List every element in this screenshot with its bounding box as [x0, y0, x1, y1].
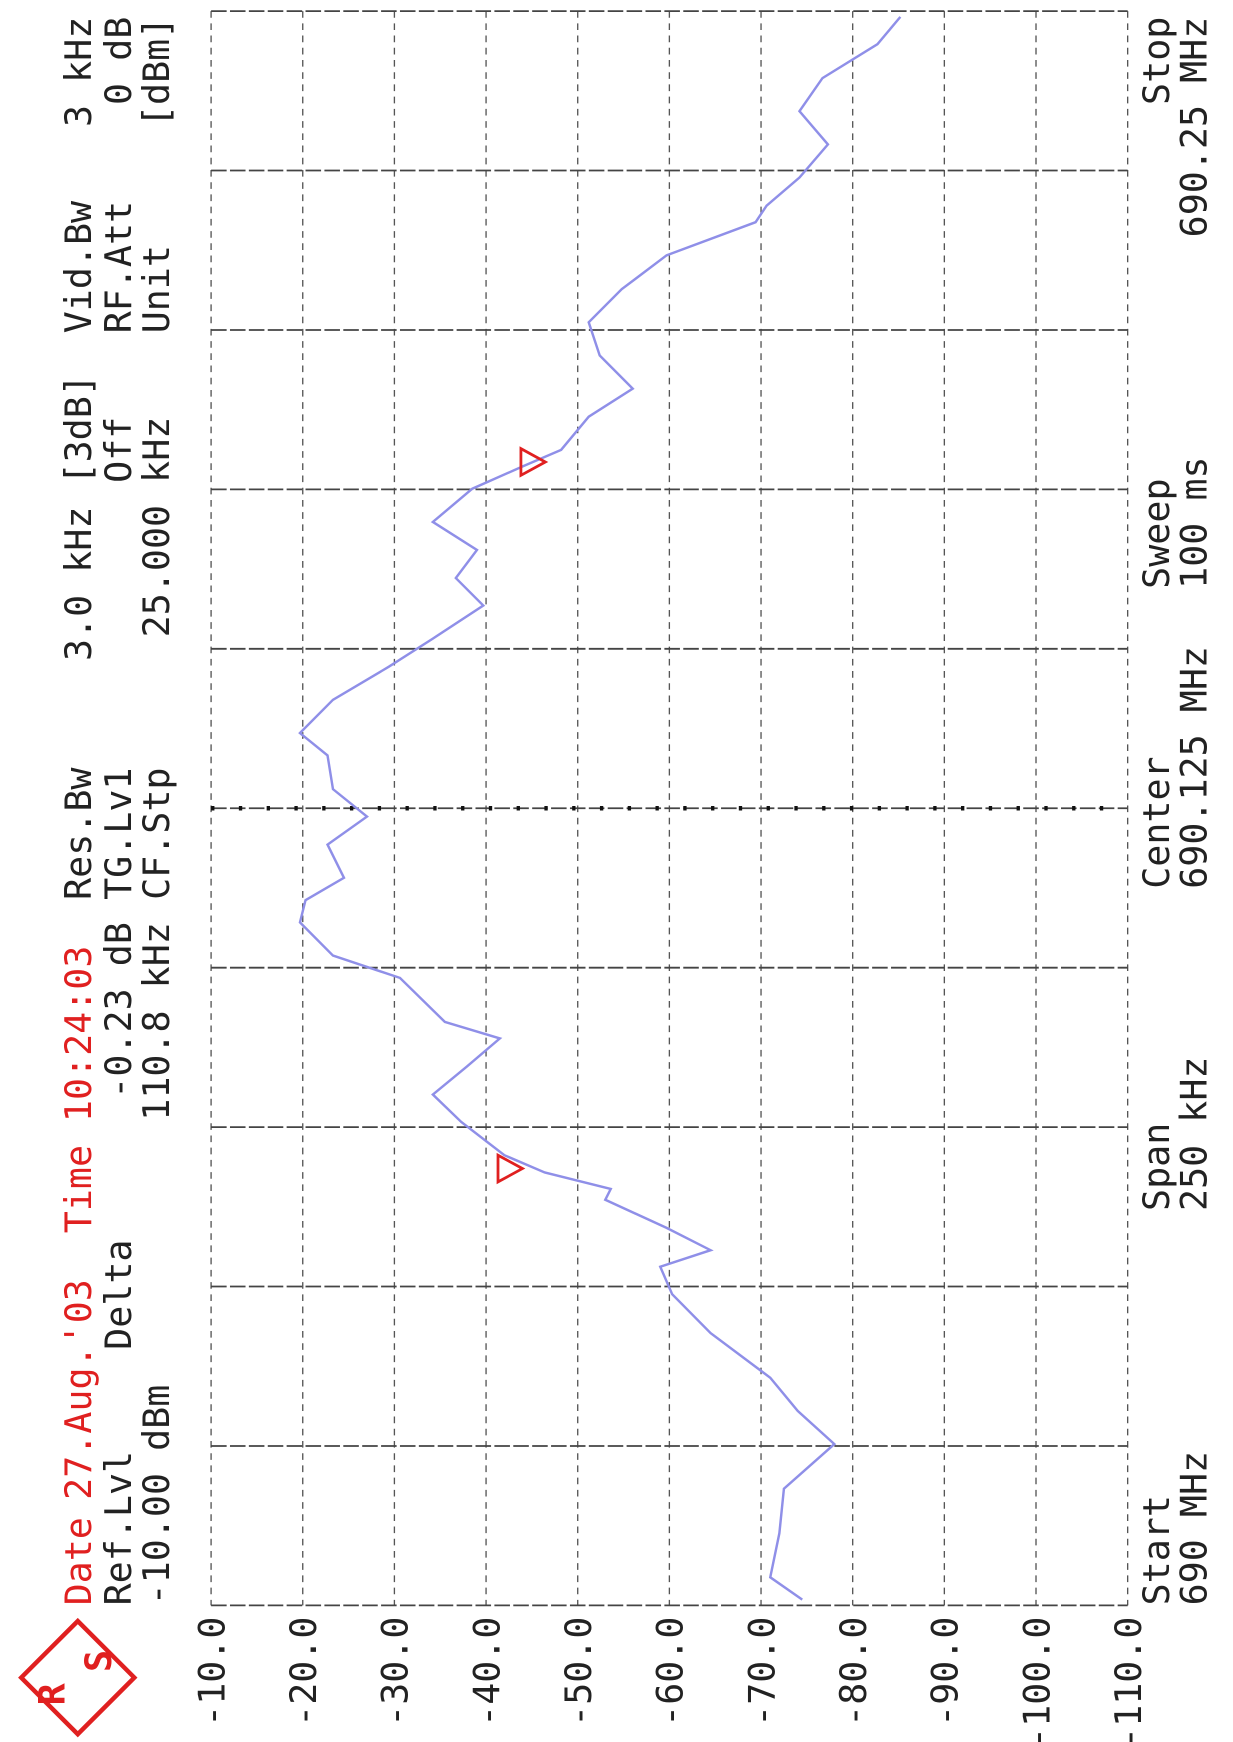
mode: Delta — [97, 1240, 140, 1350]
marker — [496, 1152, 526, 1185]
y-tick-label: -80.0 — [832, 1617, 875, 1727]
stop-label: Stop — [1135, 17, 1178, 105]
ref-label: Ref.Lvl — [97, 1451, 140, 1605]
time-label: Time — [57, 1145, 100, 1233]
y-tick-label: -10.0 — [190, 1617, 233, 1727]
y-tick-label: -110.0 — [1107, 1617, 1150, 1742]
y-tick-label: -50.0 — [557, 1617, 600, 1727]
y-tick-label: -20.0 — [282, 1617, 325, 1727]
vid-bw-label: Vid.Bw — [57, 200, 100, 333]
center: 690.125 MHz — [1173, 646, 1216, 889]
y-tick-label: -40.0 — [465, 1617, 508, 1727]
logo — [18, 1617, 138, 1738]
ref-value: -10.00 dBm — [135, 1385, 178, 1606]
y-tick-label: -90.0 — [924, 1617, 967, 1727]
sweep: 100 ms — [1173, 456, 1216, 588]
start: 690 MHz — [1173, 1451, 1216, 1605]
res-bw-label: Res.Bw — [57, 767, 100, 900]
cf-label: CF.Stp — [135, 767, 178, 899]
unit: [dBm] — [135, 17, 178, 127]
logo-letter: S — [77, 1650, 120, 1672]
cf: 25.000 kHz — [135, 417, 178, 638]
y-tick-label: -100.0 — [1015, 1617, 1058, 1742]
y-tick-label: -30.0 — [374, 1617, 417, 1727]
trace — [298, 16, 902, 1601]
chart-body: R S -10.0 -20.0 -30.0 -40.0 -50.0 -60.0 -70.0 -… — [18, 10, 1216, 1742]
logo-frame — [18, 1617, 138, 1738]
rf-att-label: RF.Att — [97, 201, 140, 333]
date-label: Date — [57, 1517, 100, 1605]
vid-bw: 3 kHz — [57, 17, 100, 127]
marker — [519, 446, 549, 478]
time: 10:24:03 — [57, 946, 100, 1123]
logo-letter: R — [30, 1682, 73, 1705]
tg: Off — [97, 417, 140, 483]
delta-freq: 110.8 kHz — [135, 922, 178, 1121]
y-tick-label: -70.0 — [740, 1617, 783, 1727]
unit-label: Unit — [135, 245, 178, 333]
rf-att: 0 dB — [97, 17, 140, 105]
center-label: Center — [1135, 756, 1178, 888]
start-label: Start — [1135, 1495, 1178, 1605]
delta-level: -0.23 dB — [97, 922, 140, 1099]
span: 250 kHz — [1173, 1057, 1216, 1211]
sweep-label: Sweep — [1135, 478, 1178, 588]
tg-label: TG.Lv1 — [97, 767, 140, 899]
stop: 690.25 MHz — [1173, 17, 1216, 238]
date: 27.Aug.'03 — [57, 1279, 100, 1500]
res-bw: 3.0 kHz [3dB] — [57, 374, 100, 661]
y-tick-label: -60.0 — [649, 1617, 692, 1727]
span-label: Span — [1135, 1123, 1178, 1211]
